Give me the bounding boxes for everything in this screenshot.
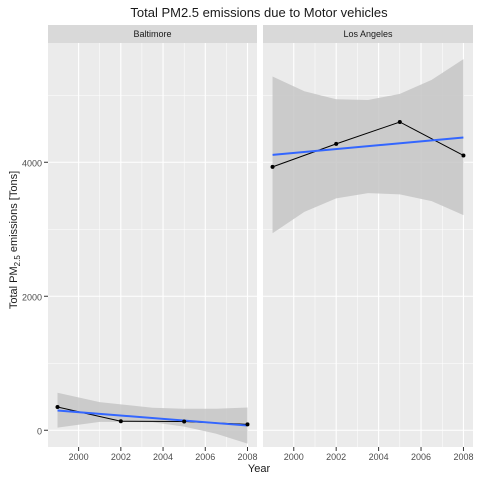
y-tick-label: 4000 [22, 158, 42, 168]
x-tick-label: 2000 [69, 452, 89, 462]
x-axis-label: Year [248, 463, 271, 475]
data-point [270, 164, 275, 169]
trend-line [272, 136, 464, 156]
x-tick-label: 2008 [237, 452, 257, 462]
facet-panel: Baltimore 2000 2002 2004 2006 2008 [48, 25, 258, 462]
series-line [272, 121, 464, 168]
facet-strip [263, 25, 473, 43]
panel-background [48, 43, 257, 447]
facet-panel: Los Angeles 2000 2002 2004 2006 2008 [263, 25, 473, 462]
y-axis-label-suffix: emissions [Tons] [8, 171, 20, 255]
facet-strip [48, 25, 257, 43]
x-tick-label: 2006 [195, 452, 215, 462]
x-tick-label: 2008 [453, 452, 473, 462]
trend-line [57, 409, 248, 427]
y-axis: 0 2000 4000 [22, 158, 48, 436]
facet-strip-label: Los Angeles [343, 29, 393, 39]
x-tick-label: 2002 [111, 452, 131, 462]
data-point [245, 422, 250, 427]
data-point [55, 405, 60, 410]
data-point [397, 119, 402, 124]
data-point [118, 419, 123, 424]
y-axis-label-prefix: Total PM [8, 266, 20, 309]
y-tick-label: 0 [37, 426, 42, 436]
y-axis-label: Total PM2.5 emissions [Tons] [8, 171, 22, 309]
x-tick-label: 2004 [153, 452, 173, 462]
facet-strip-label: Baltimore [133, 29, 171, 39]
x-tick-label: 2004 [369, 452, 389, 462]
data-point [461, 153, 466, 158]
x-tick-label: 2002 [326, 452, 346, 462]
data-point [334, 141, 339, 146]
y-axis-label-group: Total PM2.5 emissions [Tons] [8, 171, 22, 309]
x-tick-label: 2006 [411, 452, 431, 462]
chart-title: Total PM2.5 emissions due to Motor vehic… [130, 5, 388, 20]
y-axis-label-subscript: 2.5 [13, 255, 22, 267]
data-point [182, 419, 187, 424]
x-tick-label: 2000 [284, 452, 304, 462]
y-tick-label: 2000 [22, 292, 42, 302]
